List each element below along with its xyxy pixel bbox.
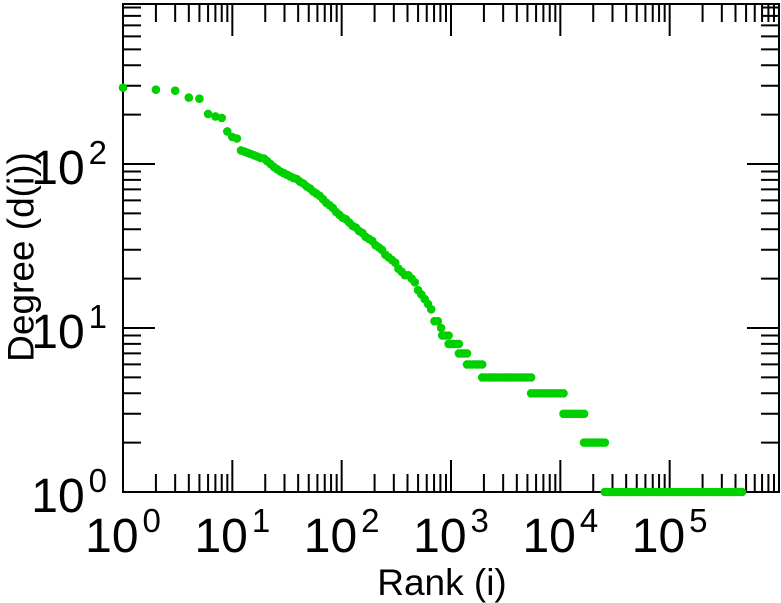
plot-border: [122, 3, 780, 493]
x-tick-label: 10 5: [632, 502, 708, 563]
x-axis-title: Rank (i): [377, 562, 507, 603]
y-tick-label: 10 2: [31, 134, 107, 195]
x-tick-label: 10 4: [522, 502, 598, 563]
x-tick-label: 10 2: [304, 502, 380, 563]
x-tick-label: 10 1: [194, 502, 270, 563]
axis-tick-labels: 10 0 10 1 10 2 10 3 10 4 10 510 010 110 2: [31, 134, 707, 563]
x-tick-label: 10 0: [85, 502, 161, 563]
axis-ticks: [122, 4, 779, 493]
y-axis-title: Degree (d(i)): [0, 152, 42, 362]
data-points: [118, 83, 747, 497]
y-tick-label: 10 1: [31, 298, 107, 359]
x-tick-label: 10 3: [413, 502, 489, 563]
